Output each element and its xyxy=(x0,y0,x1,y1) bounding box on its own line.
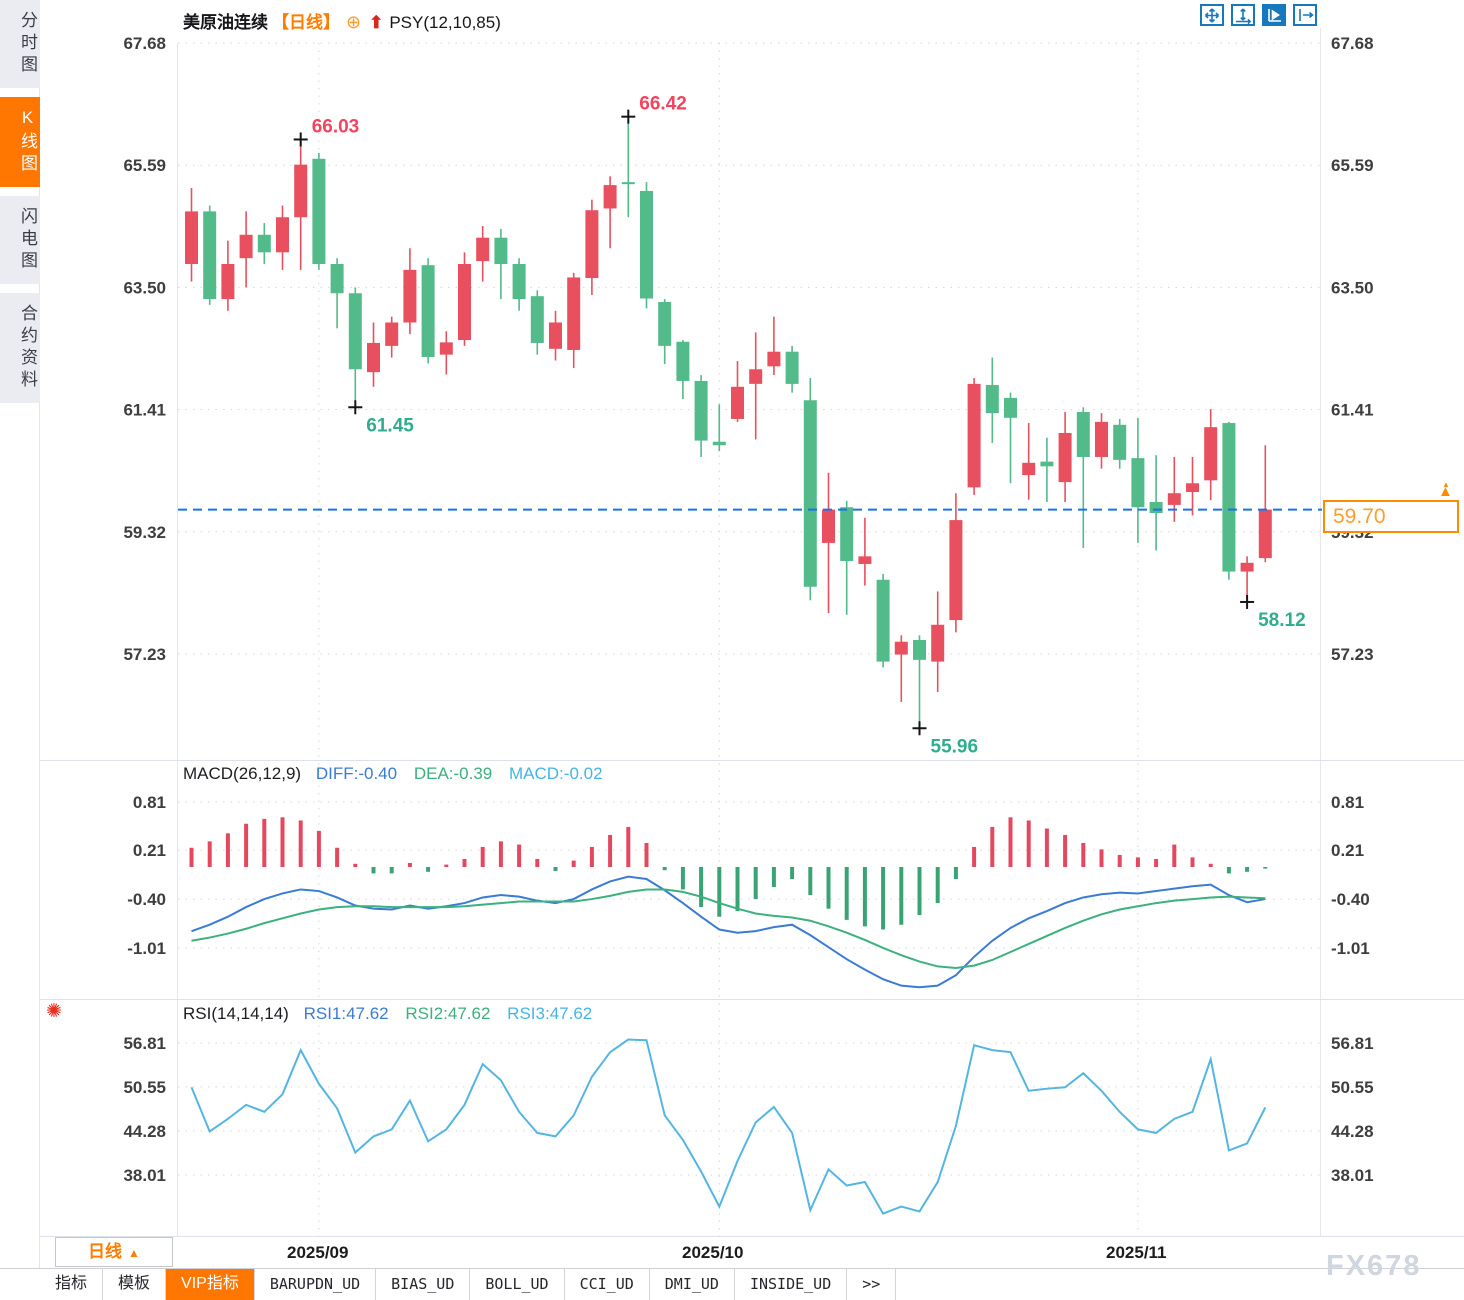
tab--[interactable]: 模板 xyxy=(103,1269,167,1300)
price-annotation: 58.12 xyxy=(1258,610,1306,631)
svg-text:-0.40: -0.40 xyxy=(1331,890,1370,909)
tab-inside-ud[interactable]: INSIDE_UD xyxy=(735,1269,848,1300)
macd-diff-value: DIFF:-0.40 xyxy=(315,764,398,783)
chevron-up-icon: ▲ xyxy=(128,1246,140,1260)
rsi-params: RSI(14,14,14) xyxy=(183,1004,289,1023)
tab-bias-ud[interactable]: BIAS_UD xyxy=(376,1269,471,1300)
svg-text:67.68: 67.68 xyxy=(123,34,166,53)
svg-text:0.81: 0.81 xyxy=(1331,793,1364,812)
chart-toolbar xyxy=(1200,4,1317,26)
svg-text:0.21: 0.21 xyxy=(133,841,166,860)
last-price-value: 59.70 xyxy=(1333,505,1386,528)
svg-text:56.81: 56.81 xyxy=(123,1034,166,1053)
indicator-tabbar: 指标 模板 VIP指标 BARUPDN_UD BIAS_UD BOLL_UD CCI_UD D… xyxy=(40,1268,1464,1300)
svg-text:57.23: 57.23 xyxy=(1331,645,1374,664)
svg-text:-1.01: -1.01 xyxy=(1331,939,1370,958)
macd-macd-value: MACD:-0.02 xyxy=(509,764,603,783)
rsi2-value: RSI2:47.62 xyxy=(405,1004,491,1023)
last-price-tag: 59.70 xyxy=(1323,500,1459,533)
svg-text:38.01: 38.01 xyxy=(1331,1166,1374,1185)
sidebar-item-3[interactable]: 合约资料 xyxy=(0,293,40,403)
tab-cci-ud[interactable]: CCI_UD xyxy=(565,1269,650,1300)
price-annotation: 66.03 xyxy=(312,116,360,137)
svg-text:44.28: 44.28 xyxy=(123,1122,166,1141)
fx678-watermark: FX678 xyxy=(1326,1250,1422,1282)
add-indicator-icon[interactable]: ⊕ xyxy=(346,12,362,32)
svg-text:61.41: 61.41 xyxy=(123,401,166,420)
svg-text:67.68: 67.68 xyxy=(1331,34,1374,53)
sun-icon: ✺ xyxy=(46,1001,62,1022)
price-marker-icon: ▲ xyxy=(1438,477,1453,499)
auto-scale-icon[interactable] xyxy=(1262,4,1286,26)
sidebar-item-1[interactable]: K线图 xyxy=(0,97,40,187)
svg-text:0.21: 0.21 xyxy=(1331,841,1364,860)
price-annotation: 66.42 xyxy=(639,94,687,115)
y-axis-zoom-icon[interactable] xyxy=(1231,4,1255,26)
x-axis-label: 2025/11 xyxy=(1106,1243,1167,1262)
tab-barupdn-ud[interactable]: BARUPDN_UD xyxy=(255,1269,377,1300)
sidebar-item-0[interactable]: 分时图 xyxy=(0,0,40,88)
pan-right-icon[interactable] xyxy=(1293,4,1317,26)
macd-dea-value: DEA:-0.39 xyxy=(413,764,493,783)
svg-text:50.55: 50.55 xyxy=(123,1078,166,1097)
svg-text:65.59: 65.59 xyxy=(123,156,166,175)
symbol-name: 美原油连续 xyxy=(183,13,268,32)
move-icon[interactable] xyxy=(1200,4,1224,26)
price-annotation: 55.96 xyxy=(931,736,979,757)
period-tag: 【日线】 xyxy=(272,13,340,32)
tab--[interactable]: >> xyxy=(847,1269,897,1300)
svg-text:59.32: 59.32 xyxy=(123,523,166,542)
svg-text:-1.01: -1.01 xyxy=(127,939,166,958)
macd-params: MACD(26,12,9) xyxy=(183,764,302,783)
up-arrow-icon: ⬆ xyxy=(369,13,384,32)
svg-text:63.50: 63.50 xyxy=(1331,278,1374,297)
price-annotation: 61.45 xyxy=(366,415,414,436)
svg-text:50.55: 50.55 xyxy=(1331,1078,1374,1097)
tabbar-corner xyxy=(0,1268,40,1300)
svg-text:44.28: 44.28 xyxy=(1331,1122,1374,1141)
indicator-label: PSY(12,10,85) xyxy=(389,13,501,32)
svg-text:-0.40: -0.40 xyxy=(127,890,166,909)
x-axis-label: 2025/09 xyxy=(287,1243,349,1262)
svg-text:38.01: 38.01 xyxy=(123,1166,166,1185)
rsi-header: RSI(14,14,14) RSI1:47.62 RSI2:47.62 RSI3… xyxy=(183,1004,592,1024)
sidebar: 分时图 K线图闪电图合约资料 xyxy=(0,0,40,1300)
chart-title: 美原油连续 【日线】 ⊕ ⬆ PSY(12,10,85) xyxy=(183,8,501,33)
rsi1-value: RSI1:47.62 xyxy=(303,1004,389,1023)
period-selector-label: 日线 xyxy=(88,1242,123,1261)
svg-text:63.50: 63.50 xyxy=(123,278,166,297)
x-axis-label: 2025/10 xyxy=(682,1243,744,1262)
period-selector[interactable]: 日线 ▲ xyxy=(55,1237,173,1267)
rsi3-value: RSI3:47.62 xyxy=(507,1004,593,1023)
tab-vip-[interactable]: VIP指标 xyxy=(166,1269,255,1300)
svg-text:0.81: 0.81 xyxy=(133,793,166,812)
svg-text:61.41: 61.41 xyxy=(1331,401,1374,420)
tab-dmi-ud[interactable]: DMI_UD xyxy=(650,1269,735,1300)
tab-boll-ud[interactable]: BOLL_UD xyxy=(470,1269,565,1300)
svg-text:56.81: 56.81 xyxy=(1331,1034,1374,1053)
sidebar-item-2[interactable]: 闪电图 xyxy=(0,196,40,284)
tab--[interactable]: 指标 xyxy=(40,1269,104,1300)
svg-text:65.59: 65.59 xyxy=(1331,156,1374,175)
macd-header: MACD(26,12,9) DIFF:-0.40 DEA:-0.39 MACD:… xyxy=(183,764,603,784)
svg-text:57.23: 57.23 xyxy=(123,645,166,664)
